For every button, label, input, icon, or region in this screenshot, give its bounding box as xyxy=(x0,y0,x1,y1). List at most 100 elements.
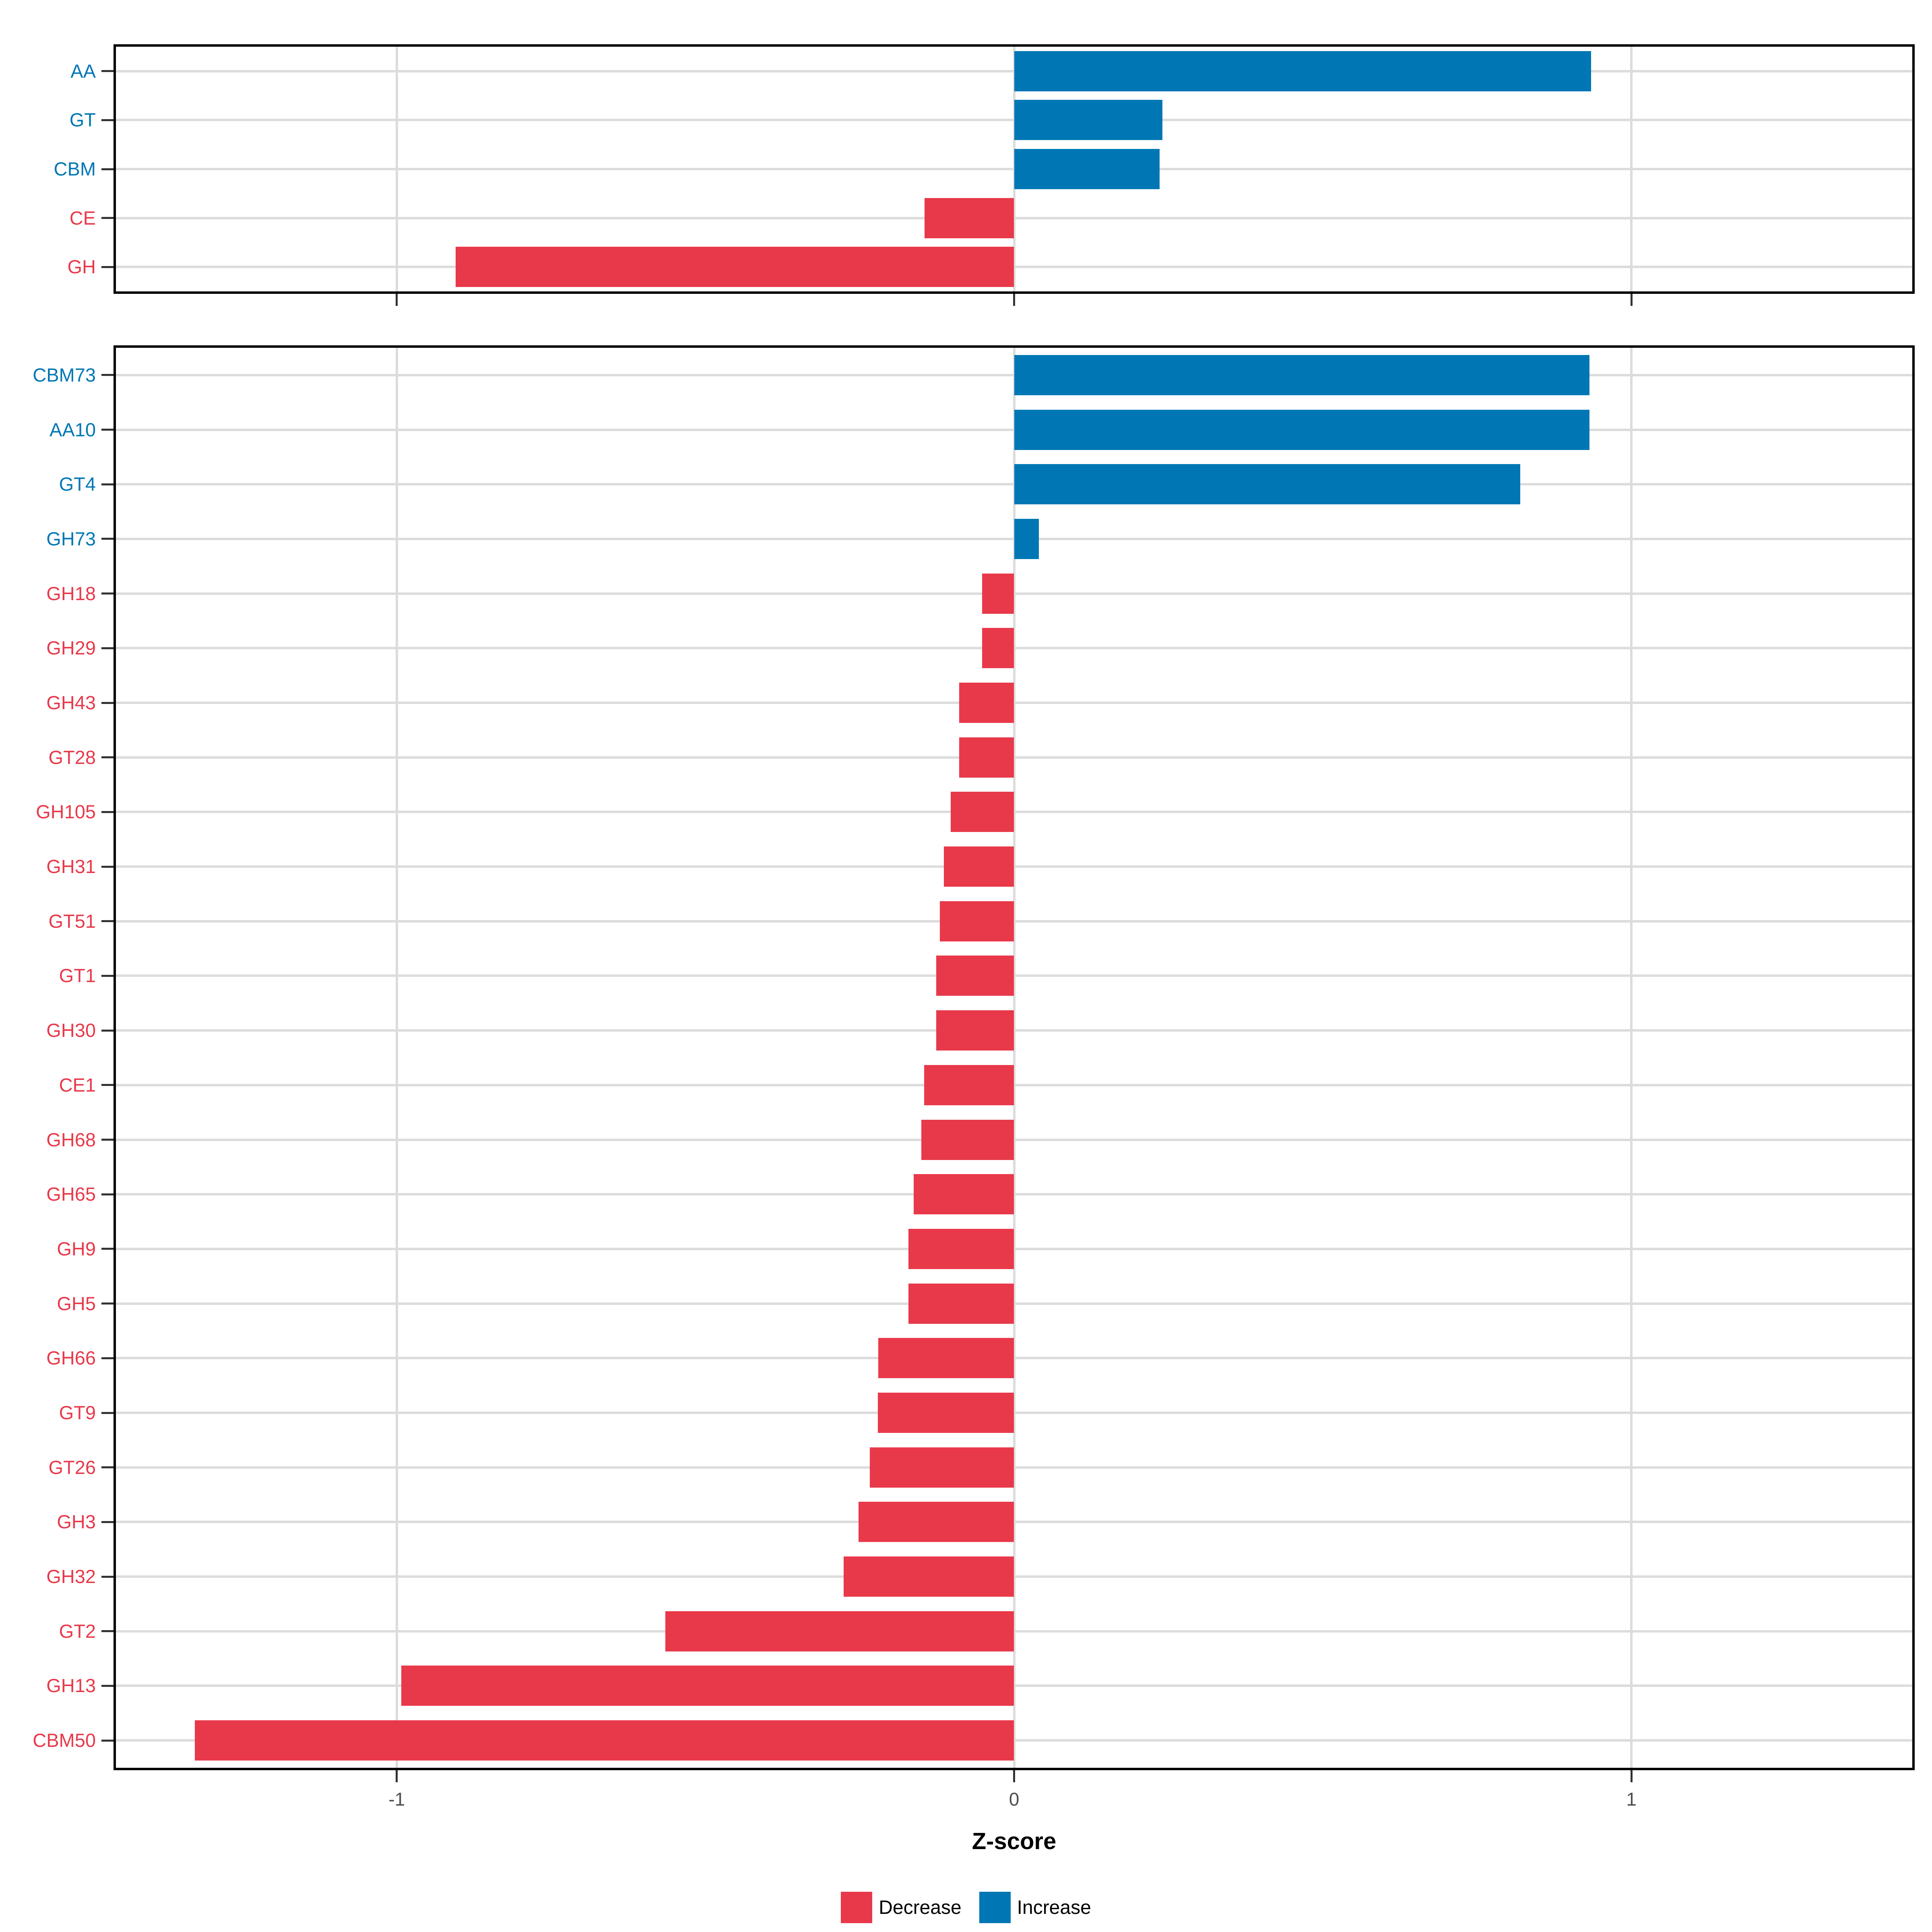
category-label-GH66: GH66 xyxy=(46,1347,96,1369)
bar-GH65 xyxy=(913,1174,1014,1215)
gridline-vertical--1 xyxy=(395,348,398,1768)
bar-GT xyxy=(1014,100,1162,140)
x-tick--1-panel1 xyxy=(396,1770,398,1782)
x-axis-title: Z-score xyxy=(972,1828,1057,1854)
bar-GH73 xyxy=(1014,518,1039,559)
bar-CBM xyxy=(1014,149,1160,189)
category-label-GH65: GH65 xyxy=(46,1183,96,1205)
legend: Decrease Increase xyxy=(0,1892,1932,1923)
category-label-GH18: GH18 xyxy=(46,582,96,604)
y-tick-GH13 xyxy=(101,1684,114,1687)
gridline-row-GH31 xyxy=(116,865,1912,868)
y-tick-GH32 xyxy=(101,1575,114,1578)
gridline-row-GH43 xyxy=(116,702,1912,704)
bar-GT51 xyxy=(940,901,1014,941)
category-label-GT4: GT4 xyxy=(59,473,96,495)
bar-GH66 xyxy=(878,1338,1014,1379)
gridline-row-GT2 xyxy=(116,1630,1912,1633)
y-tick-GT26 xyxy=(101,1466,114,1469)
bar-GT2 xyxy=(665,1611,1014,1651)
category-label-GH105: GH105 xyxy=(36,801,96,823)
bar-GH5 xyxy=(908,1283,1014,1324)
legend-item-increase: Increase xyxy=(979,1892,1091,1923)
x-tick-label-1: 1 xyxy=(1626,1789,1637,1810)
category-label-GH3: GH3 xyxy=(57,1511,96,1533)
y-tick-GH xyxy=(101,266,114,268)
category-label-GH30: GH30 xyxy=(46,1020,96,1041)
gridline-row-GH9 xyxy=(116,1247,1912,1250)
bar-GT26 xyxy=(869,1447,1014,1488)
bar-CE xyxy=(925,198,1014,238)
x-tick-1-panel0 xyxy=(1630,294,1633,306)
x-tick-label--1: -1 xyxy=(388,1789,405,1810)
bar-CE1 xyxy=(924,1065,1014,1105)
y-tick-GT4 xyxy=(101,483,114,485)
bar-GH9 xyxy=(908,1228,1014,1269)
y-tick-CBM73 xyxy=(101,374,114,376)
gridline-row-GH3 xyxy=(116,1521,1912,1523)
bar-GT1 xyxy=(936,956,1014,996)
bar-GH30 xyxy=(936,1010,1014,1051)
gridline-row-CE xyxy=(116,217,1912,219)
y-tick-GH31 xyxy=(101,865,114,868)
bar-GH13 xyxy=(401,1666,1014,1706)
gridline-row-GH32 xyxy=(116,1575,1912,1578)
category-label-AA: AA xyxy=(70,60,96,82)
category-label-CE1: CE1 xyxy=(59,1074,96,1096)
bar-GT28 xyxy=(959,737,1014,778)
gridline-row-GT51 xyxy=(116,920,1912,923)
category-label-CBM73: CBM73 xyxy=(33,364,96,386)
gridline-vertical-1 xyxy=(1630,348,1633,1768)
gridline-row-GH66 xyxy=(116,1357,1912,1360)
y-tick-GH3 xyxy=(101,1521,114,1523)
bar-AA10 xyxy=(1014,409,1589,450)
category-label-GT28: GT28 xyxy=(48,746,96,768)
gridline-vertical-0 xyxy=(1013,348,1016,1768)
category-label-GH73: GH73 xyxy=(46,528,96,549)
bar-GH32 xyxy=(844,1556,1014,1597)
bar-CBM50 xyxy=(195,1720,1014,1761)
gridline-row-GH68 xyxy=(116,1138,1912,1141)
y-tick-GT51 xyxy=(101,920,114,923)
gridline-row-GH13 xyxy=(116,1684,1912,1687)
y-tick-GT28 xyxy=(101,756,114,759)
y-tick-GH18 xyxy=(101,592,114,595)
category-label-GT1: GT1 xyxy=(59,965,96,987)
y-tick-GT xyxy=(101,119,114,121)
y-tick-GH73 xyxy=(101,538,114,540)
bar-GH68 xyxy=(921,1119,1014,1160)
gridline-row-CBM50 xyxy=(116,1739,1912,1742)
category-label-GH68: GH68 xyxy=(46,1129,96,1150)
gridline-row-GH5 xyxy=(116,1302,1912,1305)
x-tick-0-panel0 xyxy=(1013,294,1015,306)
bar-GH xyxy=(455,247,1014,287)
category-label-GH: GH xyxy=(67,256,96,278)
x-tick-0-panel1 xyxy=(1013,1770,1015,1782)
bar-GT4 xyxy=(1014,464,1521,505)
y-tick-GH9 xyxy=(101,1248,114,1250)
bar-GH18 xyxy=(982,573,1014,614)
legend-label-increase: Increase xyxy=(1017,1897,1091,1918)
legend-swatch-decrease xyxy=(841,1892,873,1923)
gridline-row-GT9 xyxy=(116,1412,1912,1414)
legend-item-decrease: Decrease xyxy=(841,1892,962,1923)
category-label-CBM50: CBM50 xyxy=(33,1730,96,1751)
y-tick-GH65 xyxy=(101,1193,114,1195)
y-tick-GH5 xyxy=(101,1302,114,1305)
category-label-GT51: GT51 xyxy=(48,910,96,932)
y-tick-CBM50 xyxy=(101,1739,114,1742)
y-tick-GT9 xyxy=(101,1412,114,1414)
x-tick-1-panel1 xyxy=(1630,1770,1633,1782)
y-tick-GT2 xyxy=(101,1630,114,1633)
category-label-GT26: GT26 xyxy=(48,1456,96,1478)
y-tick-GH29 xyxy=(101,647,114,649)
y-tick-CE xyxy=(101,217,114,219)
bar-CBM73 xyxy=(1014,355,1589,395)
category-label-GT: GT xyxy=(69,109,96,131)
bar-GH105 xyxy=(950,792,1014,832)
bar-AA xyxy=(1014,51,1591,91)
gridline-row-GH xyxy=(116,266,1912,268)
y-tick-CBM xyxy=(101,168,114,170)
category-label-GH5: GH5 xyxy=(57,1292,96,1314)
